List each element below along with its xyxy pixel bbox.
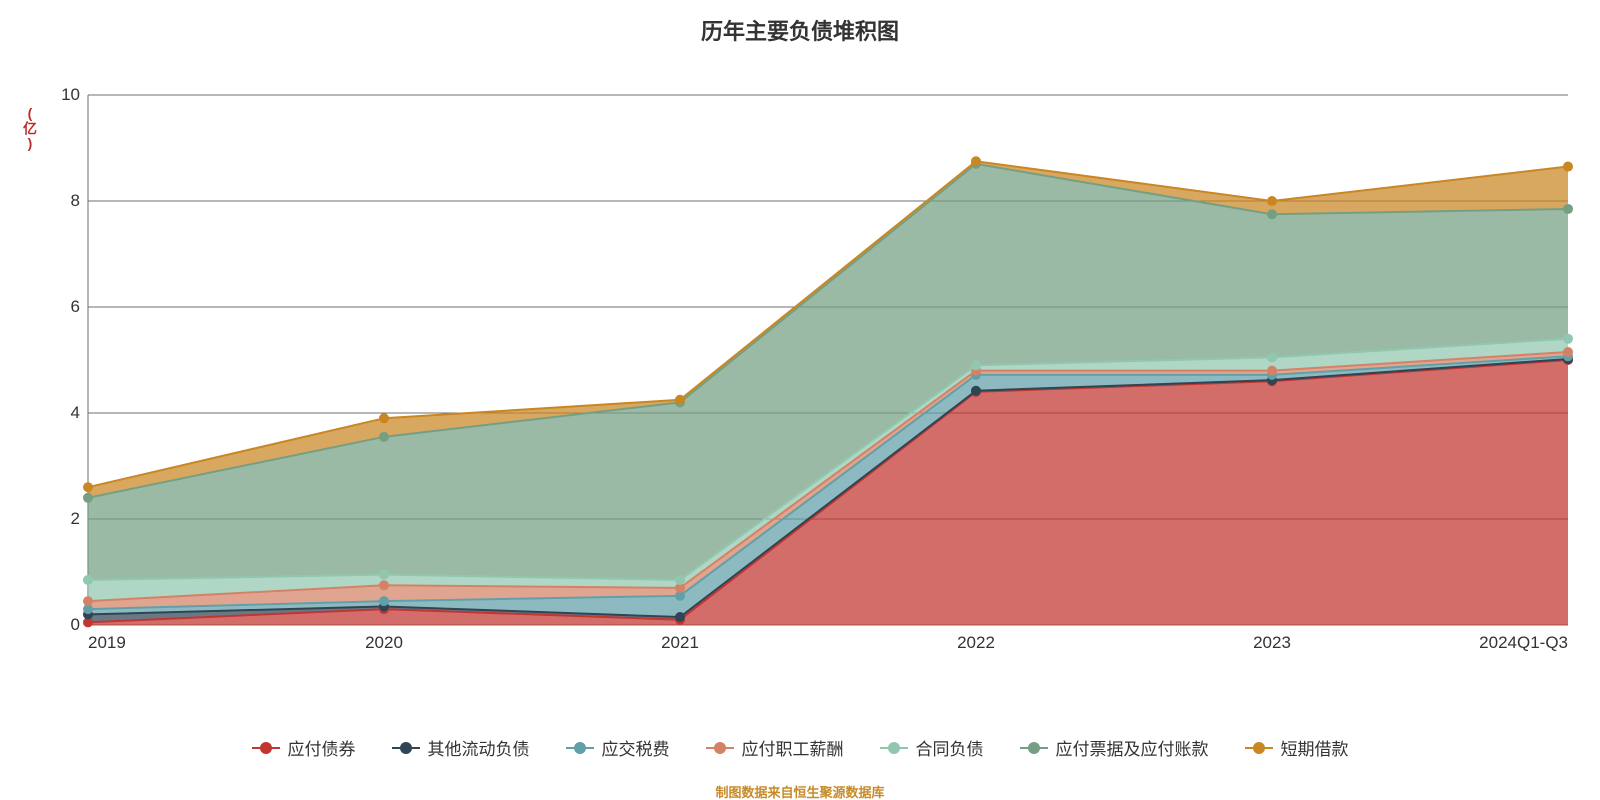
legend-label: 应付债券	[288, 735, 356, 760]
legend-label: 应付职工薪酬	[742, 735, 844, 760]
legend-label: 应交税费	[602, 735, 670, 760]
series-marker	[971, 360, 981, 370]
x-tick-label: 2022	[957, 633, 995, 653]
series-marker	[675, 612, 685, 622]
legend-item[interactable]: 应付债券	[252, 735, 356, 760]
series-marker	[379, 580, 389, 590]
x-tick-label: 2020	[365, 633, 403, 653]
legend-swatch	[706, 741, 734, 755]
x-tick-label: 2023	[1253, 633, 1291, 653]
series-marker	[1563, 204, 1573, 214]
series-marker	[675, 395, 685, 405]
legend-swatch	[392, 741, 420, 755]
legend-swatch	[566, 741, 594, 755]
legend-item[interactable]: 应付票据及应付账款	[1020, 735, 1209, 760]
legend: 应付债券 其他流动负债 应交税费 应付职工薪酬 合同负债 应付票据及应付账款 短期借款	[0, 735, 1600, 760]
series-marker	[83, 575, 93, 585]
series-marker	[1267, 196, 1277, 206]
series-marker	[83, 482, 93, 492]
legend-item[interactable]: 应付职工薪酬	[706, 735, 844, 760]
series-marker	[1267, 352, 1277, 362]
series-marker	[83, 596, 93, 606]
y-tick-label: 8	[71, 191, 80, 211]
chart-container: 历年主要负债堆积图 (亿) 应付债券其他流动负债应交税费应付职工薪酬合同负债应付…	[0, 0, 1600, 800]
series-marker	[1563, 347, 1573, 357]
series-marker	[1267, 366, 1277, 376]
y-tick-label: 0	[71, 615, 80, 635]
series-marker	[379, 570, 389, 580]
legend-swatch	[880, 741, 908, 755]
legend-item[interactable]: 短期借款	[1245, 735, 1349, 760]
legend-label: 合同负债	[916, 735, 984, 760]
series-marker	[379, 413, 389, 423]
y-axis-label: (亿)	[20, 105, 40, 151]
x-tick-label: 2021	[661, 633, 699, 653]
y-tick-label: 4	[71, 403, 80, 423]
x-tick-label: 2024Q1-Q3	[1479, 633, 1568, 653]
series-marker	[1563, 162, 1573, 172]
y-tick-label: 6	[71, 297, 80, 317]
series-marker	[971, 386, 981, 396]
legend-item[interactable]: 合同负债	[880, 735, 984, 760]
legend-swatch	[1245, 741, 1273, 755]
legend-swatch	[1020, 741, 1048, 755]
legend-item[interactable]: 其他流动负债	[392, 735, 530, 760]
legend-label: 短期借款	[1281, 735, 1349, 760]
legend-swatch	[252, 741, 280, 755]
series-marker	[83, 493, 93, 503]
series-marker	[971, 156, 981, 166]
plot-area	[88, 95, 1568, 625]
legend-item[interactable]: 应交税费	[566, 735, 670, 760]
chart-title: 历年主要负债堆积图	[0, 14, 1600, 46]
series-marker	[379, 432, 389, 442]
series-marker	[1563, 334, 1573, 344]
series-marker	[379, 596, 389, 606]
legend-label: 其他流动负债	[428, 735, 530, 760]
x-tick-label: 2019	[88, 633, 126, 653]
legend-label: 应付票据及应付账款	[1056, 735, 1209, 760]
y-tick-label: 10	[61, 85, 80, 105]
footer-note: 制图数据来自恒生聚源数据库	[0, 782, 1600, 800]
series-marker	[1267, 209, 1277, 219]
series-marker	[675, 575, 685, 585]
y-tick-label: 2	[71, 509, 80, 529]
